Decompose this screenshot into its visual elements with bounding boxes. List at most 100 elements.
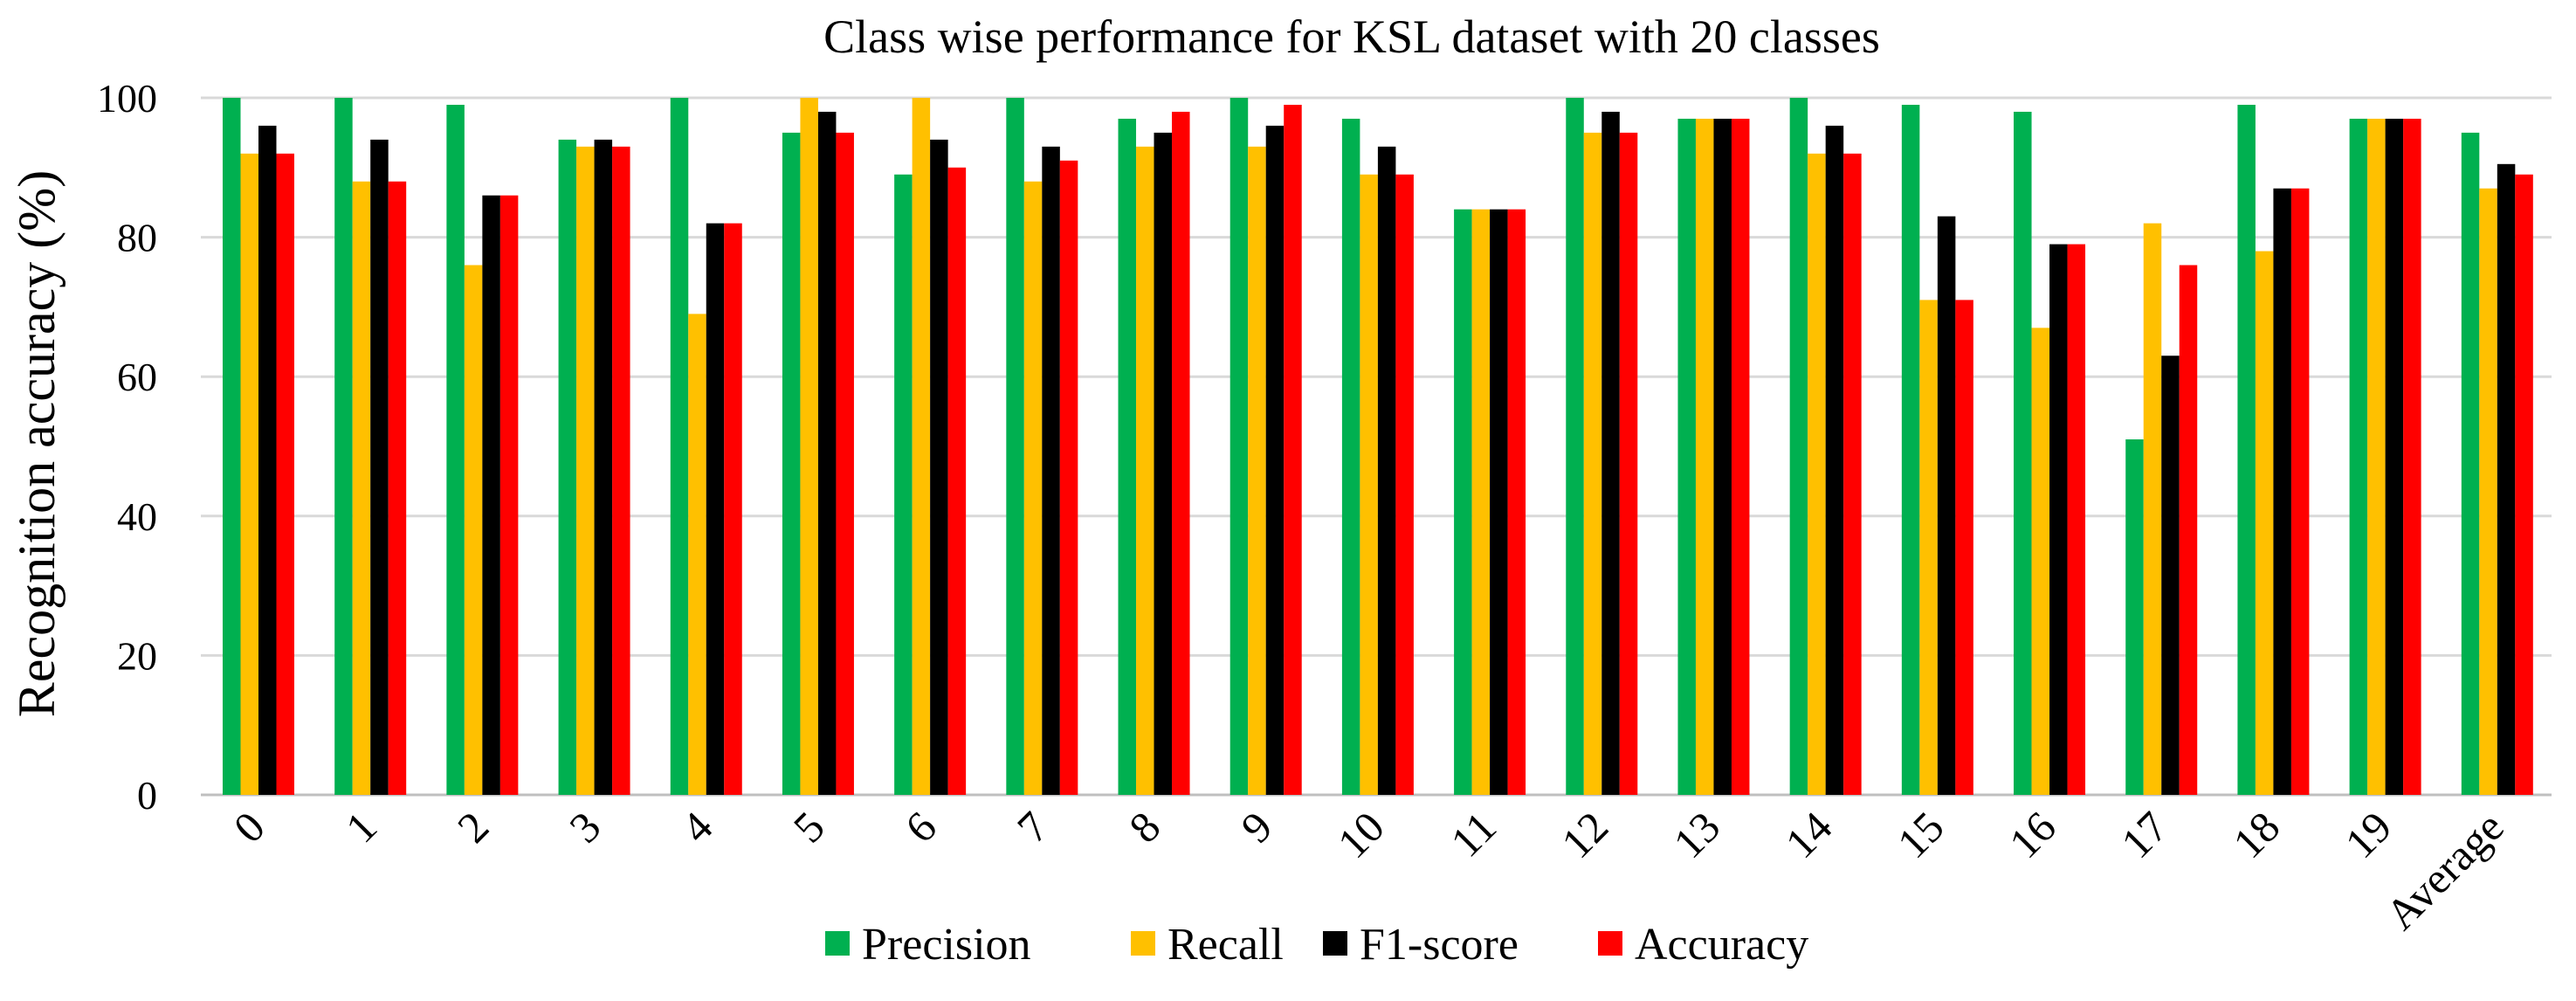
x-tick-label: 19 [2336,802,2401,867]
bar-f1-score-8 [1154,132,1173,795]
bar-recall-14 [1808,153,1826,796]
bar-precision-9 [1229,98,1249,795]
bar-recall-10 [1360,174,1378,795]
bar-recall-0 [240,153,258,796]
bar-f1-score-4 [706,223,725,795]
bar-accuracy-average [2515,174,2533,795]
bar-recall-7 [1023,181,1043,795]
bar-f1-score-1 [370,139,389,795]
legend-label: F1-score [1360,920,1519,970]
bar-precision-13 [1677,118,1696,795]
y-tick-label: 40 [117,494,157,539]
bar-recall-4 [688,314,706,795]
x-tick-label: 13 [1663,802,1729,867]
x-tick-label: Average [2376,802,2513,939]
bar-f1-score-12 [1601,111,1620,795]
bar-recall-average [2479,188,2497,796]
legend: Precision Recall F1-score Accuracy [825,920,1808,970]
bar-precision-15 [1901,104,1920,796]
bar-f1-score-6 [930,139,948,795]
y-axis-title: Recognition accuracy (%) [8,170,65,717]
bar-precision-4 [670,98,689,795]
bar-accuracy-1 [388,181,407,795]
bar-accuracy-13 [1731,118,1750,795]
bar-f1-score-18 [2273,188,2291,796]
bar-recall-13 [1695,118,1714,795]
bar-accuracy-11 [1507,209,1526,795]
bar-recall-8 [1136,146,1154,796]
bar-recall-5 [800,98,818,795]
bar-accuracy-6 [947,167,967,796]
bar-precision-2 [446,104,465,796]
bar-precision-18 [2237,104,2256,796]
x-tick-label: 1 [336,802,386,852]
x-tick-label: 14 [1776,802,1842,867]
bar-accuracy-7 [1059,160,1078,795]
y-tick-label: 80 [117,216,157,260]
bar-precision-1 [334,98,353,795]
bar-accuracy-12 [1619,132,1638,795]
bar-precision-19 [2349,118,2368,795]
legend-swatch-recall [1131,931,1155,956]
y-tick-label: 60 [117,355,157,399]
bar-recall-11 [1471,209,1491,795]
bar-f1-score-0 [258,125,277,796]
bar-f1-score-7 [1042,146,1060,796]
bar-f1-score-16 [2049,244,2068,796]
bar-accuracy-4 [724,223,742,795]
legend-swatch-accuracy [1598,931,1622,956]
legend-swatch-precision [825,931,850,956]
bar-recall-18 [2255,251,2274,795]
x-tick-label: 11 [1441,802,1505,866]
bar-precision-12 [1566,98,1584,795]
bar-f1-score-17 [2161,356,2180,795]
legend-label: Precision [862,920,1031,970]
bar-accuracy-14 [1843,153,1862,796]
bar-f1-score-10 [1377,146,1396,796]
bar-f1-score-average [2497,163,2516,795]
bar-precision-5 [782,132,801,795]
bar-precision-7 [1006,98,1024,795]
bar-precision-3 [558,139,577,795]
bar-precision-0 [222,98,241,795]
legend-swatch-f1-score [1323,931,1347,956]
legend-label: Accuracy [1635,920,1808,970]
bar-precision-average [2461,132,2480,795]
bar-recall-12 [1583,132,1602,795]
bar-accuracy-0 [276,153,294,796]
bar-accuracy-9 [1284,104,1302,796]
bar-f1-score-9 [1265,125,1285,796]
bar-accuracy-3 [612,146,630,796]
bar-precision-16 [2014,111,2032,795]
x-tick-label: 5 [784,802,834,852]
bar-recall-15 [1919,300,1938,795]
bar-accuracy-17 [2179,265,2198,795]
bar-accuracy-8 [1172,111,1190,795]
x-tick-label: 3 [560,802,610,852]
bar-f1-score-11 [1490,209,1508,795]
chart-title: Class wise performance for KSL dataset w… [823,10,1880,63]
bar-f1-score-2 [482,195,500,796]
y-tick-label: 20 [117,633,157,678]
x-tick-label: 7 [1008,802,1057,852]
bar-precision-14 [1789,98,1808,795]
bar-accuracy-18 [2290,188,2310,796]
x-tick-label: 18 [2223,802,2289,867]
x-tick-label: 9 [1231,802,1281,852]
bar-recall-17 [2143,223,2162,795]
x-tick-label: 10 [1328,802,1394,867]
bar-f1-score-15 [1937,216,1956,795]
bars [222,98,2533,796]
bar-f1-score-19 [2385,118,2404,795]
x-tick-label: 0 [224,802,274,852]
x-tick-label: 2 [448,802,498,852]
x-tick-label: 17 [2111,802,2177,867]
bar-precision-11 [1454,209,1472,795]
bar-recall-3 [576,146,595,796]
bar-accuracy-15 [1955,300,1973,795]
x-tick-label: 6 [896,802,946,852]
bar-precision-6 [894,174,913,795]
y-tick-label: 0 [137,773,157,818]
